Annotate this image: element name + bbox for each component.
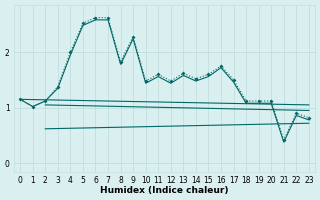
X-axis label: Humidex (Indice chaleur): Humidex (Indice chaleur) [100, 186, 229, 195]
